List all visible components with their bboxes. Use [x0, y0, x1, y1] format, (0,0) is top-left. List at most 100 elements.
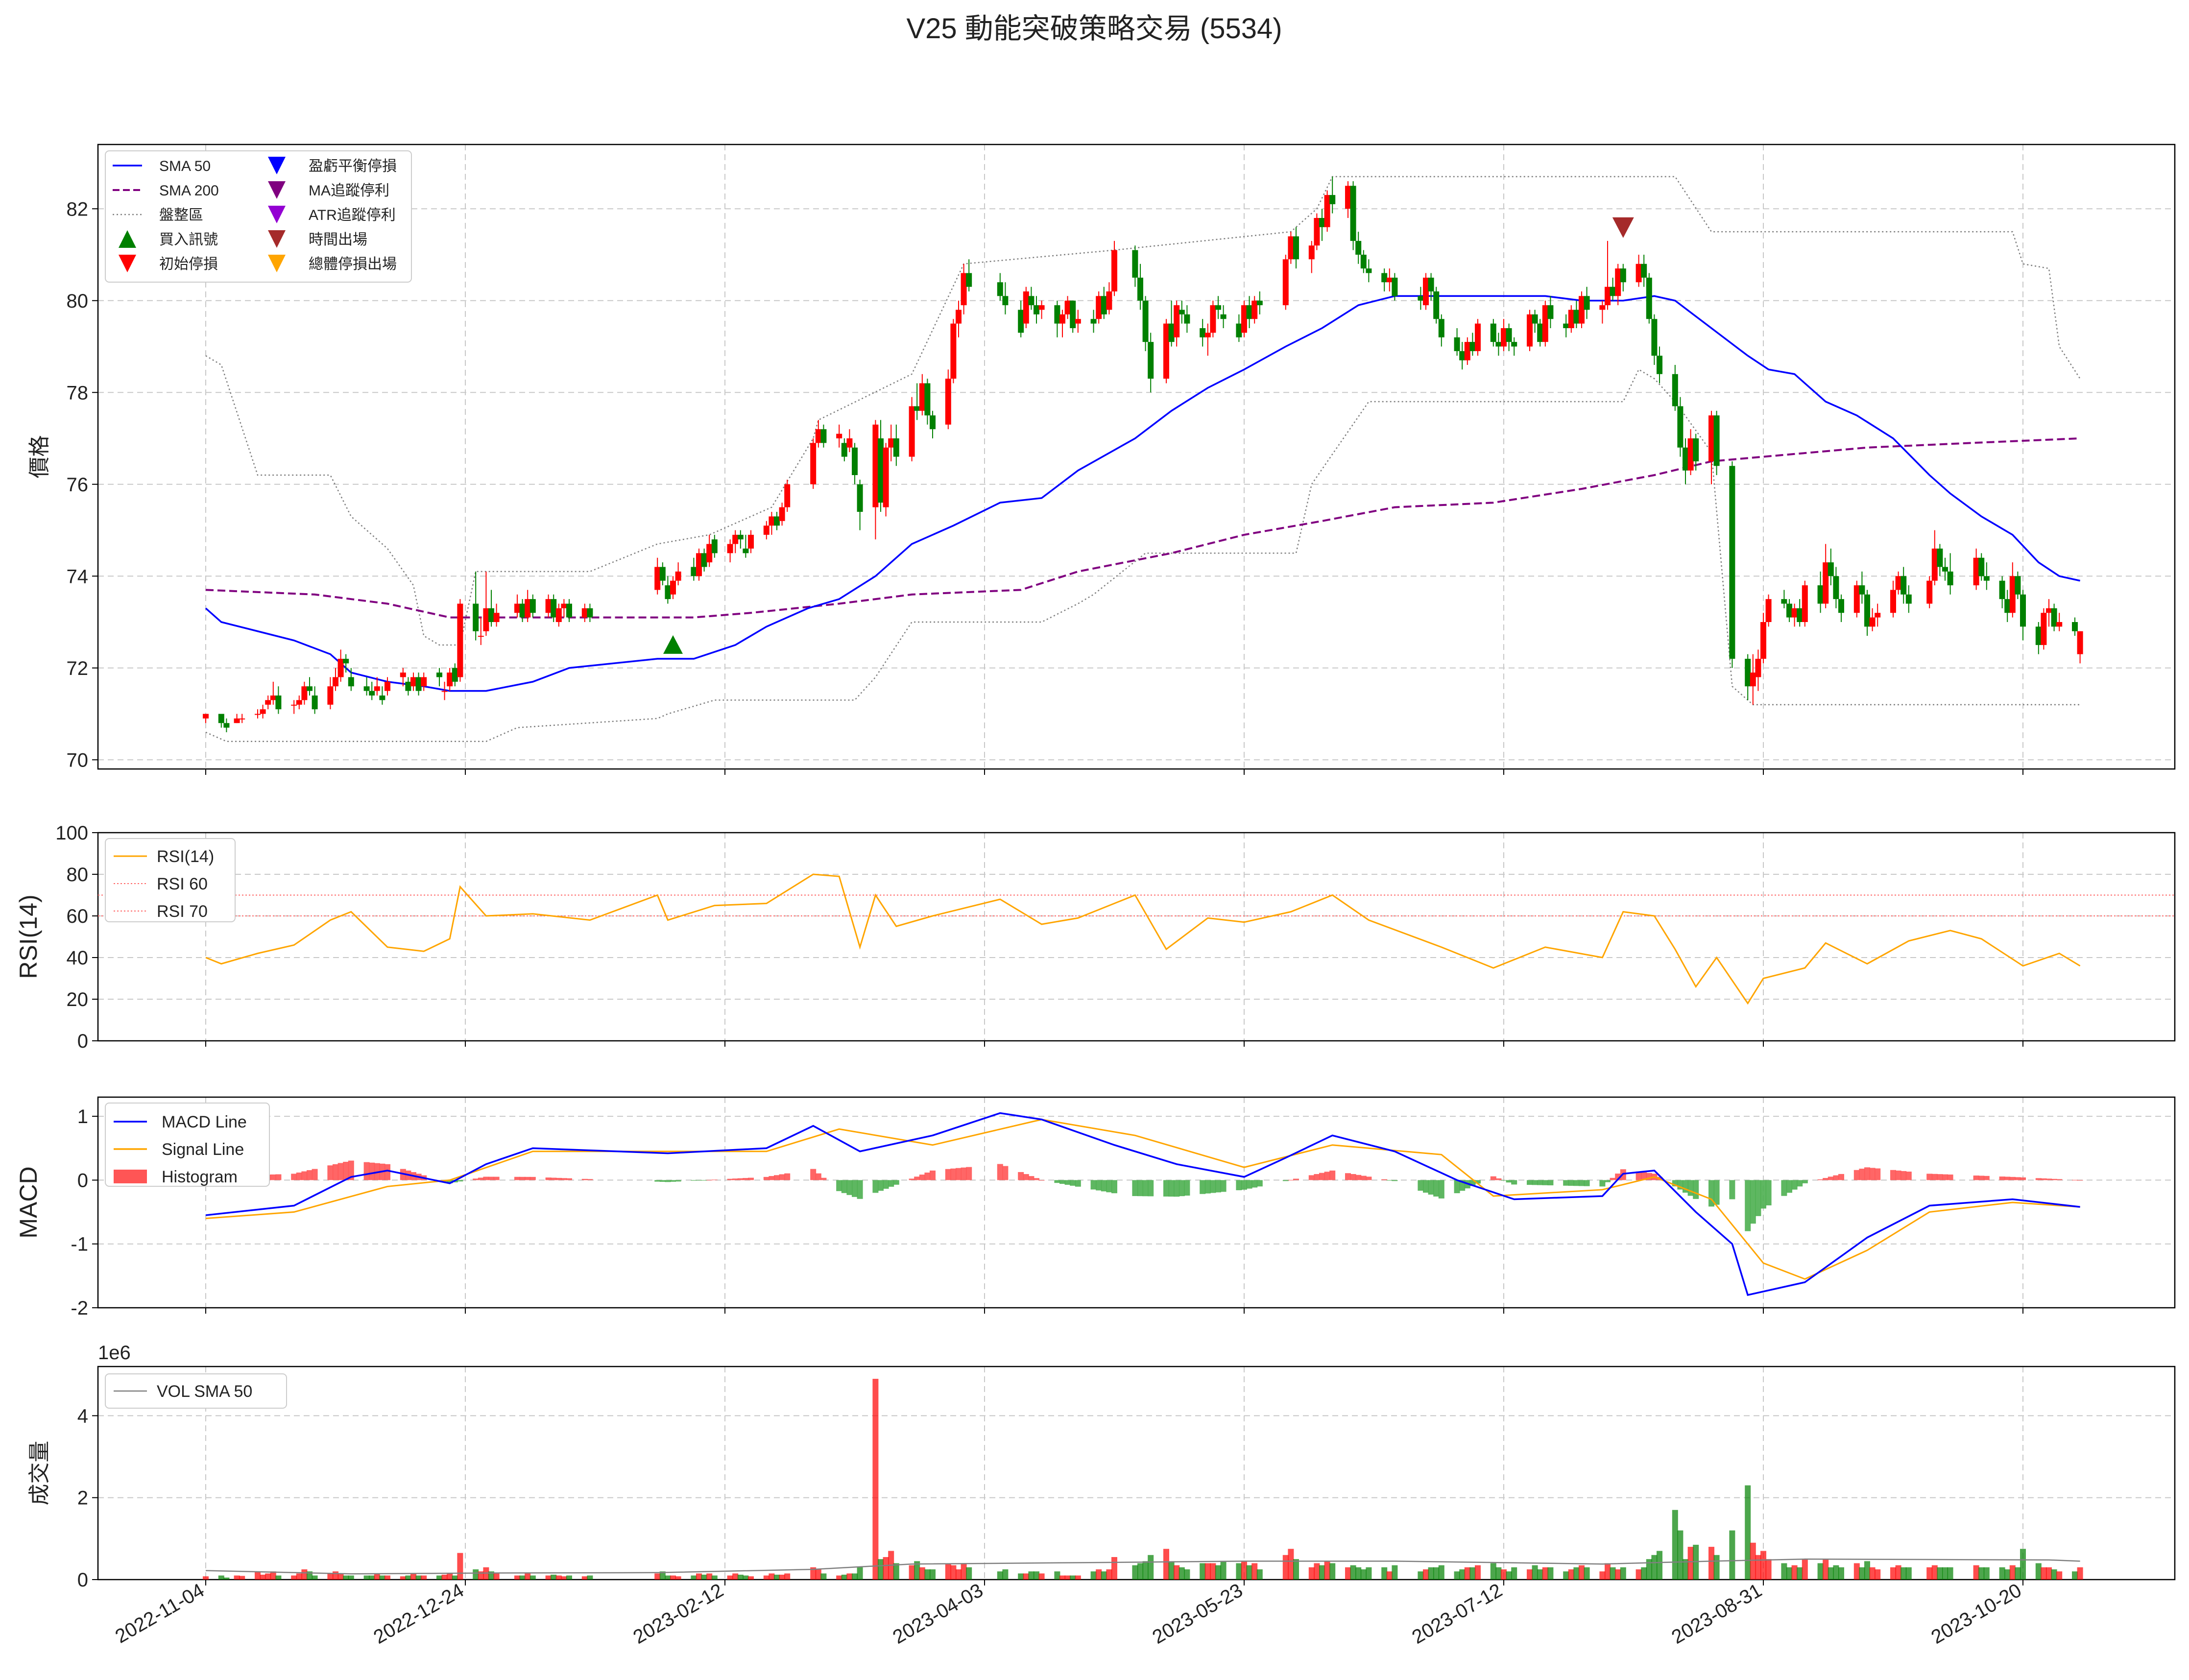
- volume-bar: [1547, 1567, 1554, 1580]
- volume-bar: [1537, 1569, 1543, 1580]
- volume-bar: [1319, 1565, 1325, 1580]
- candle-body: [369, 691, 375, 696]
- volume-bar: [203, 1576, 209, 1580]
- macd-histogram-bar: [857, 1180, 863, 1199]
- macd-histogram-bar: [1605, 1180, 1611, 1182]
- candle-body: [2056, 622, 2063, 627]
- x-tick-label: 2023-08-31: [1668, 1580, 1765, 1648]
- volume-bar: [1308, 1567, 1315, 1580]
- volume-bar: [1018, 1573, 1024, 1580]
- candle-body: [1288, 236, 1294, 260]
- volume-bar: [857, 1567, 863, 1580]
- candle-body: [1386, 277, 1393, 283]
- macd-histogram-bar: [1256, 1180, 1263, 1187]
- x-tick-label: 2023-10-20: [1927, 1580, 2025, 1648]
- volume-bar: [1579, 1565, 1585, 1580]
- candle-body: [545, 599, 552, 613]
- candle-body: [1454, 337, 1460, 351]
- volume-bar: [1096, 1569, 1102, 1580]
- macd-histogram-bar: [1220, 1180, 1227, 1192]
- macd-histogram-bar: [337, 1163, 344, 1180]
- macd-histogram-bar: [1999, 1176, 2005, 1180]
- macd-histogram-bar: [1755, 1180, 1761, 1216]
- macd-histogram-bar: [1418, 1180, 1424, 1191]
- volume-bar: [337, 1573, 344, 1580]
- macd-histogram-bar: [525, 1176, 531, 1180]
- candle-body: [1599, 305, 1606, 310]
- candle-body: [255, 714, 261, 715]
- legend-label: Histogram: [162, 1168, 238, 1186]
- candle-body: [1314, 218, 1320, 246]
- sma50-line: [205, 295, 2080, 692]
- candle-body: [2072, 622, 2078, 631]
- macd-histogram-bar: [551, 1177, 557, 1180]
- volume-bar: [1293, 1559, 1299, 1580]
- macd-histogram-bar: [385, 1164, 390, 1180]
- candle-body: [514, 603, 520, 613]
- macd-histogram-bar: [1978, 1176, 1985, 1180]
- volume-bar: [1137, 1563, 1143, 1580]
- macd-histogram-bar: [1905, 1172, 1912, 1180]
- macd-histogram-bar: [1833, 1175, 1839, 1180]
- candle-body: [966, 273, 972, 287]
- volume-bar: [1905, 1567, 1912, 1580]
- volume-bar: [1895, 1565, 1901, 1580]
- candle-body: [483, 608, 489, 631]
- volume-bar: [327, 1573, 334, 1580]
- volume-bar: [2041, 1567, 2047, 1580]
- candle-body: [774, 516, 780, 526]
- volume-bar: [659, 1571, 666, 1580]
- macd-histogram-bar: [1350, 1174, 1356, 1180]
- candle-body: [1947, 571, 1953, 585]
- legend-swatch: [119, 255, 136, 272]
- volume-bar: [1506, 1571, 1512, 1580]
- macd-histogram-bar: [1204, 1180, 1211, 1194]
- macd-histogram-bar: [1433, 1180, 1440, 1197]
- candle-body: [1059, 314, 1065, 324]
- volume-bar: [1106, 1569, 1112, 1580]
- candle-body: [1423, 277, 1429, 306]
- macd-histogram-bar: [1241, 1180, 1247, 1190]
- volume-bar: [696, 1573, 702, 1580]
- candle-body: [1168, 323, 1175, 342]
- macd-histogram-bar: [1527, 1180, 1533, 1185]
- macd-histogram-bar: [1713, 1180, 1720, 1205]
- candle-body: [1760, 622, 1766, 659]
- macd-histogram-bar: [1579, 1180, 1585, 1186]
- candle-body: [779, 507, 785, 521]
- macd-histogram-bar: [1636, 1171, 1642, 1180]
- volume-bar: [1241, 1561, 1247, 1580]
- candle-body: [743, 549, 749, 553]
- volume-bar: [743, 1575, 749, 1580]
- volume-bar: [1636, 1569, 1642, 1580]
- volume-bar: [1641, 1567, 1647, 1580]
- macd-histogram-bar: [1064, 1180, 1071, 1185]
- volume-bar: [255, 1571, 261, 1580]
- volume-bar: [1418, 1571, 1424, 1580]
- volume-offset-label: 1e6: [98, 1342, 131, 1364]
- macd-histogram-bar: [1797, 1180, 1803, 1187]
- volume-bar: [1610, 1567, 1616, 1580]
- macd-histogram-bar: [919, 1175, 925, 1180]
- macd-histogram-bar: [784, 1173, 791, 1180]
- plot-frame: [97, 832, 2176, 1042]
- macd-histogram-bar: [769, 1176, 775, 1180]
- volume-bar: [1947, 1567, 1953, 1580]
- candle-body: [1148, 342, 1154, 379]
- candle-body: [1657, 356, 1662, 374]
- volume-bar: [1366, 1567, 1372, 1580]
- macd-histogram-bar: [1454, 1180, 1460, 1194]
- volume-bar: [924, 1569, 931, 1580]
- macd-histogram-bar: [447, 1180, 453, 1183]
- candle-body: [415, 677, 422, 691]
- macd-histogram-bar: [665, 1180, 671, 1182]
- volume-bar: [1464, 1567, 1470, 1580]
- macd-histogram-bar: [519, 1176, 526, 1180]
- volume-bar: [1459, 1569, 1466, 1580]
- volume-bar: [301, 1569, 308, 1580]
- candle-body: [919, 383, 925, 411]
- plot-frame: [97, 144, 2176, 770]
- macd-histogram-bar: [852, 1180, 858, 1197]
- candle-body: [2051, 608, 2057, 627]
- candle-body: [1329, 195, 1336, 204]
